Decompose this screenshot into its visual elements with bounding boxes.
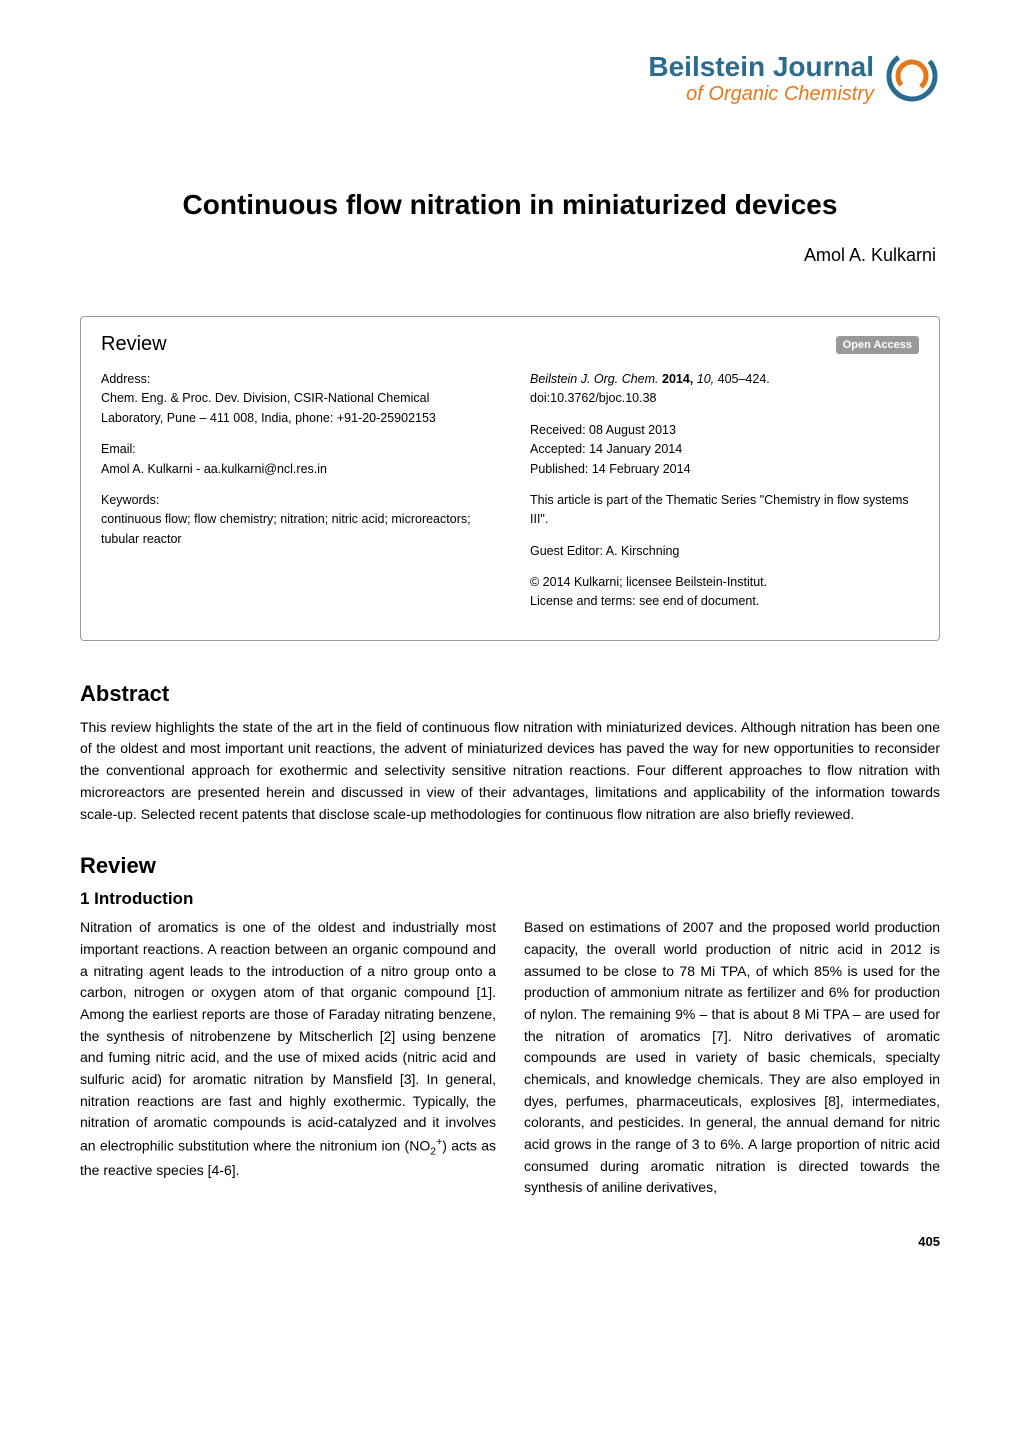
doi-text: doi:10.3762/bjoc.10.38 xyxy=(530,389,919,408)
info-left-column: Address: Chem. Eng. & Proc. Dev. Divisio… xyxy=(101,370,490,624)
citation-pages: 405–424. xyxy=(714,372,770,386)
article-info-box: Review Open Access Address: Chem. Eng. &… xyxy=(80,316,940,641)
citation-journal: Beilstein J. Org. Chem. xyxy=(530,372,662,386)
email-label: Email: xyxy=(101,440,490,459)
article-author: Amol A. Kulkarni xyxy=(80,245,940,266)
address-label: Address: xyxy=(101,370,490,389)
accepted-date: Accepted: 14 January 2014 xyxy=(530,440,919,459)
abstract-text: This review highlights the state of the … xyxy=(80,717,940,825)
thematic-block: This article is part of the Thematic Ser… xyxy=(530,491,919,530)
logo-text-block: Beilstein Journal of Organic Chemistry xyxy=(648,51,874,106)
email-block: Email: Amol A. Kulkarni - aa.kulkarni@nc… xyxy=(101,440,490,479)
address-block: Address: Chem. Eng. & Proc. Dev. Divisio… xyxy=(101,370,490,428)
copyright-text: © 2014 Kulkarni; licensee Beilstein-Inst… xyxy=(530,573,919,592)
guest-editor-text: Guest Editor: A. Kirschning xyxy=(530,542,919,561)
published-date: Published: 14 February 2014 xyxy=(530,460,919,479)
body-columns: Nitration of aromatics is one of the old… xyxy=(80,917,940,1199)
citation-volume: 10, xyxy=(693,372,714,386)
citation-block: Beilstein J. Org. Chem. 2014, 10, 405–42… xyxy=(530,370,919,409)
open-access-badge: Open Access xyxy=(836,336,919,354)
review-heading: Review xyxy=(80,853,940,879)
article-title: Continuous flow nitration in miniaturize… xyxy=(80,189,940,221)
body-column-right: Based on estimations of 2007 and the pro… xyxy=(524,917,940,1199)
address-text: Chem. Eng. & Proc. Dev. Division, CSIR-N… xyxy=(101,389,490,428)
copyright-block: © 2014 Kulkarni; licensee Beilstein-Inst… xyxy=(530,573,919,612)
introduction-heading: 1 Introduction xyxy=(80,889,940,909)
logo-title: Beilstein Journal xyxy=(648,51,874,83)
citation-line: Beilstein J. Org. Chem. 2014, 10, 405–42… xyxy=(530,370,919,389)
thematic-series-text: This article is part of the Thematic Ser… xyxy=(530,491,919,530)
page-number: 405 xyxy=(80,1234,940,1249)
logo-circle-icon xyxy=(884,48,940,109)
journal-logo-container: Beilstein Journal of Organic Chemistry xyxy=(80,48,940,109)
dates-block: Received: 08 August 2013 Accepted: 14 Ja… xyxy=(530,421,919,479)
keywords-block: Keywords: continuous flow; flow chemistr… xyxy=(101,491,490,549)
logo-subtitle: of Organic Chemistry xyxy=(648,83,874,106)
review-type-label: Review xyxy=(101,333,167,356)
keywords-label: Keywords: xyxy=(101,491,490,510)
citation-year: 2014, xyxy=(662,372,693,386)
journal-logo: Beilstein Journal of Organic Chemistry xyxy=(648,48,940,109)
info-right-column: Beilstein J. Org. Chem. 2014, 10, 405–42… xyxy=(530,370,919,624)
received-date: Received: 08 August 2013 xyxy=(530,421,919,440)
guest-editor-block: Guest Editor: A. Kirschning xyxy=(530,542,919,561)
email-text: Amol A. Kulkarni - aa.kulkarni@ncl.res.i… xyxy=(101,460,490,479)
abstract-heading: Abstract xyxy=(80,681,940,707)
body-column-left: Nitration of aromatics is one of the old… xyxy=(80,917,496,1199)
info-columns: Address: Chem. Eng. & Proc. Dev. Divisio… xyxy=(101,370,919,624)
info-box-header: Review Open Access xyxy=(101,333,919,356)
license-text: License and terms: see end of document. xyxy=(530,592,919,611)
keywords-text: continuous flow; flow chemistry; nitrati… xyxy=(101,510,490,549)
